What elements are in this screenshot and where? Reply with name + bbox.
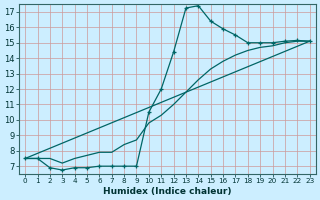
X-axis label: Humidex (Indice chaleur): Humidex (Indice chaleur) (103, 187, 232, 196)
